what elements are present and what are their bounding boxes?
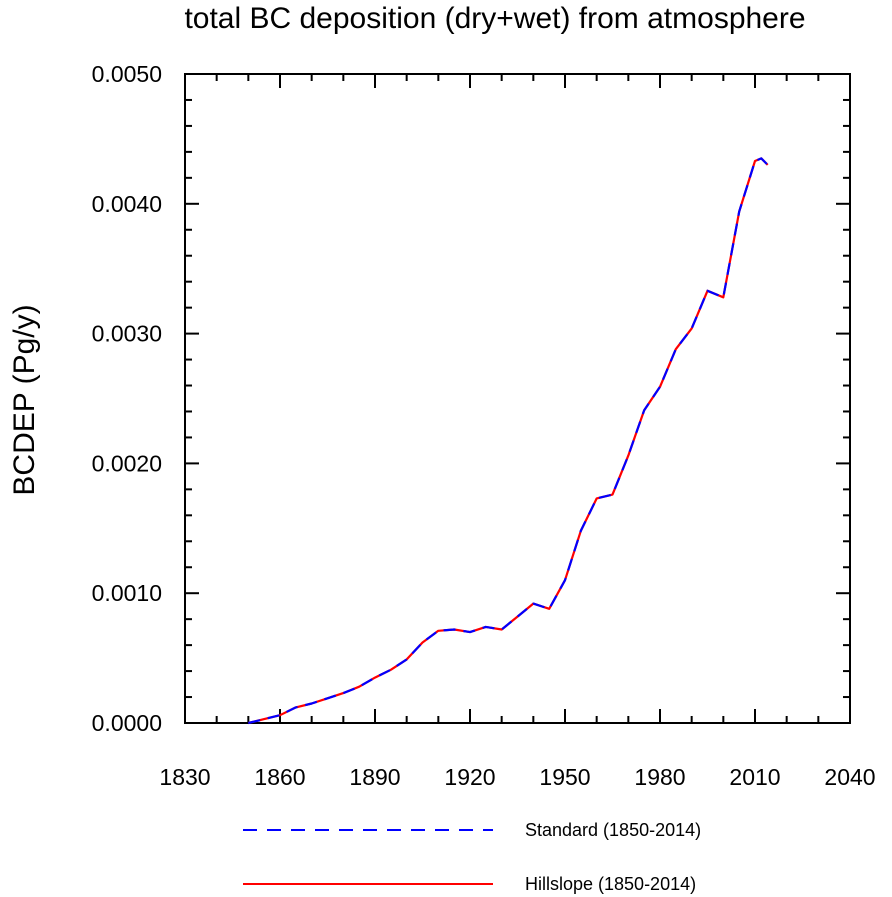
axis-ticks — [184, 73, 851, 724]
y-tick-label: 0.0000 — [92, 710, 162, 736]
series-lines — [248, 157, 769, 725]
y-tick-label: 0.0030 — [92, 321, 162, 347]
series-line-hillslope — [248, 157, 769, 725]
plot-frame — [184, 73, 851, 724]
x-tick-label: 1860 — [254, 764, 305, 790]
legend-label-hillslope: Hillslope (1850-2014) — [525, 874, 696, 894]
y-axis-label: BCDEP (Pg/y) — [8, 304, 41, 495]
y-tick-label: 0.0010 — [92, 580, 162, 606]
legend: Standard (1850-2014) Hillslope (1850-201… — [243, 820, 701, 894]
x-tick-label: 2010 — [729, 764, 780, 790]
x-tick-label: 1980 — [634, 764, 685, 790]
x-tick-label: 2040 — [824, 764, 875, 790]
series-line-standard — [248, 157, 769, 725]
x-tick-label: 1950 — [539, 764, 590, 790]
y-tick-label: 0.0050 — [92, 61, 162, 87]
x-tick-label: 1890 — [349, 764, 400, 790]
y-tick-label: 0.0040 — [92, 191, 162, 217]
chart-title: total BC deposition (dry+wet) from atmos… — [184, 2, 805, 35]
legend-label-standard: Standard (1850-2014) — [525, 820, 701, 840]
x-tick-label: 1830 — [159, 764, 210, 790]
tick-labels: 1830 1860 1890 1920 1950 1980 2010 2040 0.0000 0.… — [92, 61, 876, 790]
x-tick-label: 1920 — [444, 764, 495, 790]
y-tick-label: 0.0020 — [92, 450, 162, 476]
